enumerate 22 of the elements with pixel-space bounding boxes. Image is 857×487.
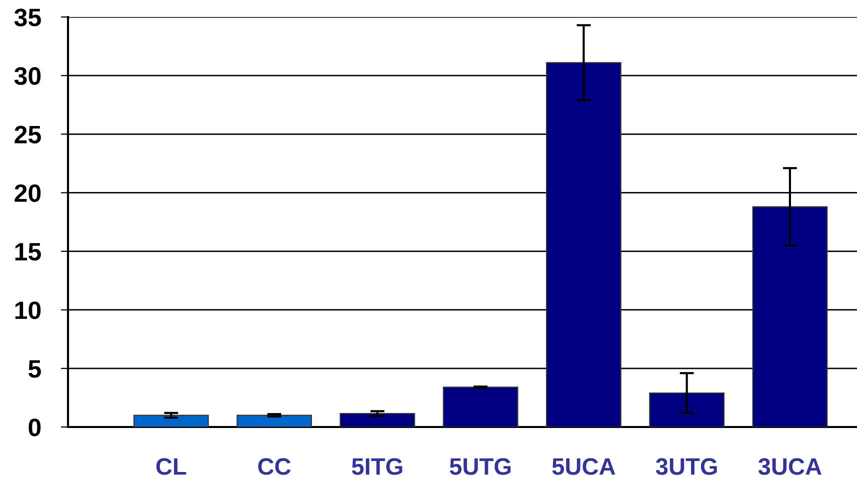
x-tick-label: CC (258, 458, 291, 475)
x-tick-label: 5ITG (352, 458, 402, 475)
y-tick-label: 20 (14, 184, 41, 202)
bar (442, 386, 518, 427)
bar (236, 414, 312, 427)
bar (752, 206, 828, 427)
y-tick-label: 0 (28, 418, 41, 436)
y-tick-label: 30 (14, 67, 41, 85)
bar (649, 392, 725, 427)
bar (546, 62, 622, 427)
x-tick-label: CL (156, 458, 186, 475)
x-tick-label: 5UTG (450, 458, 511, 475)
y-tick-label: 35 (14, 8, 41, 26)
x-tick-label: 5UCA (552, 458, 616, 475)
x-tick-label: 3UTG (656, 458, 717, 475)
x-tick-label: 3UCA (758, 458, 822, 475)
bar (133, 414, 209, 427)
y-tick-label: 10 (15, 301, 41, 320)
bar (340, 412, 416, 427)
y-tick-label: 5 (28, 360, 41, 378)
y-tick-label: 15 (15, 243, 41, 261)
y-tick-label: 25 (14, 126, 41, 144)
